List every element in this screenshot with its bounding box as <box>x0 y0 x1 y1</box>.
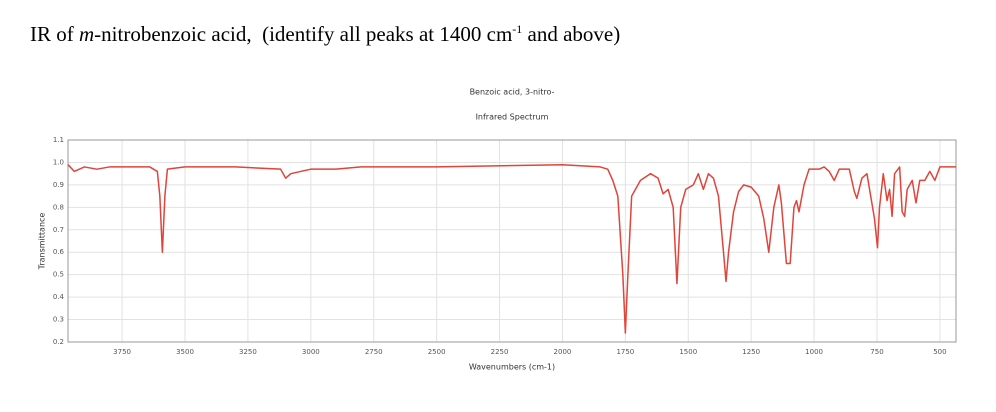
x-tick-label: 2000 <box>554 348 572 356</box>
x-tick-label: 1750 <box>616 348 634 356</box>
y-tick-label: 0.6 <box>53 248 65 256</box>
x-axis-label: Wavenumbers (cm-1) <box>469 363 555 372</box>
chart-title: Benzoic acid, 3-nitro- <box>470 88 555 97</box>
x-tick-label: 1250 <box>742 348 760 356</box>
x-tick-label: 1000 <box>805 348 823 356</box>
y-tick-label: 0.5 <box>53 271 64 279</box>
x-tick-label: 2500 <box>428 348 446 356</box>
y-tick-label: 0.2 <box>53 338 64 346</box>
y-tick-label: 0.3 <box>53 316 64 324</box>
y-tick-label: 0.7 <box>53 226 64 234</box>
x-tick-label: 500 <box>933 348 946 356</box>
x-tick-label: 3750 <box>113 348 131 356</box>
x-tick-label: 3000 <box>302 348 320 356</box>
y-tick-label: 0.4 <box>53 293 65 301</box>
x-tick-label: 1500 <box>679 348 697 356</box>
x-tick-label: 750 <box>870 348 883 356</box>
plot-frame <box>67 139 957 343</box>
spectrum-line <box>67 163 956 334</box>
x-tick-label: 2750 <box>365 348 383 356</box>
x-tick-label: 2250 <box>491 348 509 356</box>
heading-middle: -nitrobenzoic acid, (identify all peaks … <box>94 22 513 46</box>
y-tick-label: 0.8 <box>53 203 64 211</box>
y-tick-label: 1.1 <box>53 136 64 144</box>
y-tick-label: 1.0 <box>53 158 64 166</box>
y-tick-label: 0.9 <box>53 181 64 189</box>
heading-prefix: IR of <box>30 22 79 46</box>
heading-suffix: and above) <box>522 22 621 46</box>
heading-superscript: -1 <box>512 22 523 36</box>
heading-italic: m <box>79 22 95 46</box>
y-axis-label: Transmittance <box>38 213 47 271</box>
x-tick-label: 3250 <box>239 348 257 356</box>
x-tick-label: 3500 <box>176 348 194 356</box>
chart-subtitle: Infrared Spectrum <box>476 113 549 122</box>
heading: IR of m-nitrobenzoic acid, (identify all… <box>30 22 620 47</box>
